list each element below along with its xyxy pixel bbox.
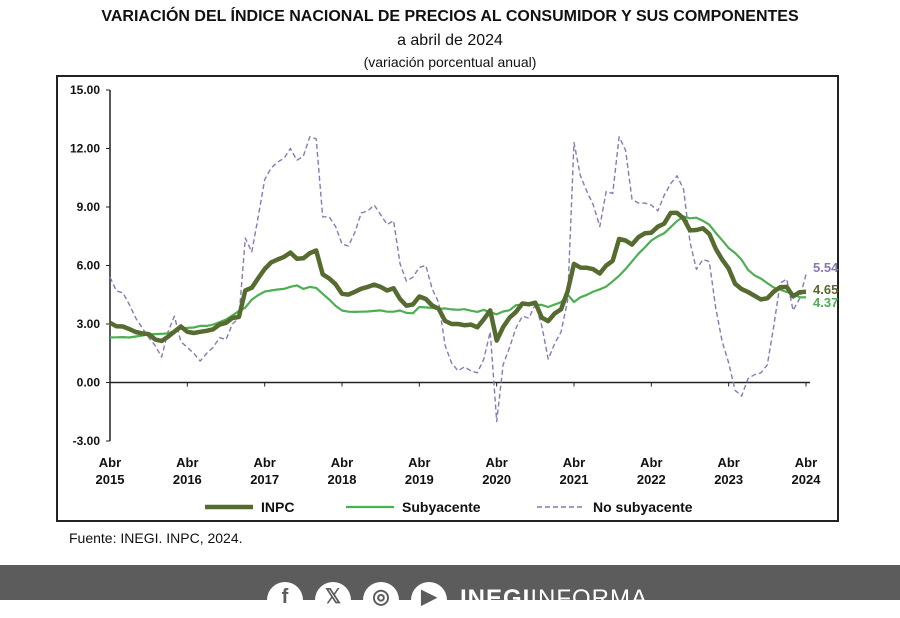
chart-units-subtitle: (variación porcentual anual) (363, 54, 537, 70)
series-line-no-subyacente (109, 136, 807, 423)
x-tick-label-month: Abr (563, 455, 585, 470)
x-tick-label-year: 2019 (405, 472, 434, 487)
y-tick-label: -3.00 (73, 434, 101, 448)
x-tick-label-year: 2017 (250, 472, 279, 487)
series-line-subyacente (109, 215, 806, 339)
x-tick-label-month: Abr (485, 455, 507, 470)
x-tick-label-year: 2020 (482, 472, 511, 487)
x-tick-label-month: Abr (176, 455, 198, 470)
x-tick-label-month: Abr (795, 455, 817, 470)
y-tick-label: 6.00 (77, 259, 101, 273)
x-tick-label-year: 2015 (96, 472, 125, 487)
x-tick-label-month: Abr (640, 455, 662, 470)
x-tick-label-month: Abr (408, 455, 430, 470)
footer-bar (0, 565, 900, 600)
x-tick-label-year: 2016 (173, 472, 202, 487)
instagram-icon[interactable]: ◎ (363, 582, 399, 618)
series-line-inpc (108, 210, 807, 344)
line-chart: -3.00 0.00 3.00 6.00 9.00 12.00 15.00 Abr 2015 Ab… (70, 83, 839, 515)
x-tick-label-month: Abr (717, 455, 739, 470)
x-tick-label-year: 2022 (637, 472, 666, 487)
y-tick-label: 0.00 (77, 376, 101, 390)
y-tick-label: 3.00 (77, 317, 101, 331)
x-tick-label-year: 2023 (714, 472, 743, 487)
y-tick-label: 12.00 (70, 142, 100, 156)
chart-subtitle: a abril de 2024 (397, 32, 503, 49)
youtube-icon[interactable]: ▶ (411, 582, 447, 618)
x-tick-label-year: 2021 (560, 472, 589, 487)
legend-label: No subyacente (593, 499, 693, 515)
x-tick-label-month: Abr (99, 455, 121, 470)
chart-frame (56, 75, 839, 522)
facebook-icon[interactable]: f (267, 582, 303, 618)
legend-label: Subyacente (402, 499, 481, 515)
x-tick-label-month: Abr (331, 455, 353, 470)
chart-title: VARIACIÓN DEL ÍNDICE NACIONAL DE PRECIOS… (101, 8, 799, 25)
end-value-label: 5.54 (813, 260, 839, 275)
x-tick-label-year: 2018 (328, 472, 357, 487)
y-tick-label: 15.00 (70, 83, 100, 97)
y-tick-label: 9.00 (77, 200, 101, 214)
legend-label: INPC (261, 499, 294, 515)
end-value-label: 4.65 (813, 282, 838, 297)
x-tick-label-month: Abr (253, 455, 275, 470)
brand-logo: INEGIINFORMA (460, 585, 649, 612)
x-icon[interactable]: 𝕏 (315, 582, 351, 618)
source-note: Fuente: INEGI. INPC, 2024. (69, 530, 243, 546)
x-tick-label-year: 2024 (792, 472, 822, 487)
end-value-label: 4.37 (813, 295, 838, 310)
